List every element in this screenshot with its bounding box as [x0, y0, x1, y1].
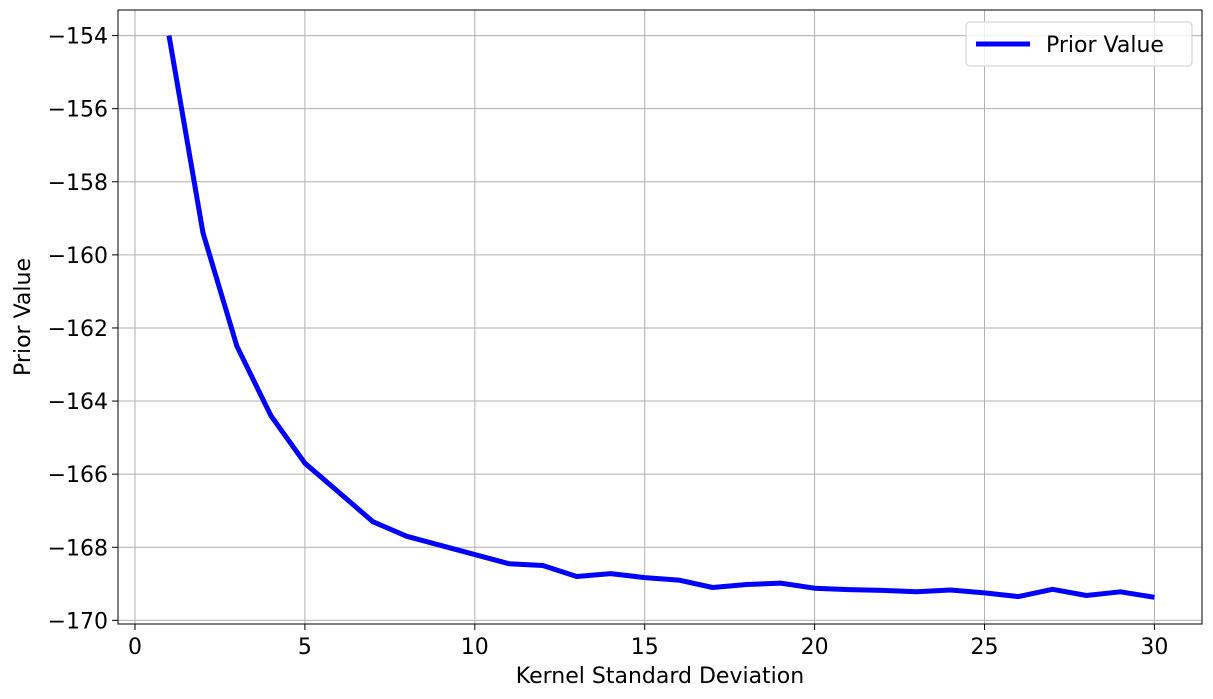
legend-box — [965, 21, 1193, 67]
y-tick-label: −168 — [48, 536, 108, 561]
x-tick-label: 25 — [971, 635, 999, 660]
x-tick-label: 10 — [461, 635, 489, 660]
series-line-prior-value — [166, 35, 1155, 600]
grid — [118, 10, 1202, 624]
x-tick-label: 20 — [801, 635, 829, 660]
y-tick-label: −164 — [48, 390, 108, 415]
y-axis-label: Prior Value — [11, 258, 36, 376]
x-tick-label: 15 — [631, 635, 659, 660]
legend: Prior Value — [965, 21, 1193, 67]
y-tick-label: −170 — [48, 609, 108, 634]
y-tick-label: −166 — [48, 463, 108, 488]
y-tick-label: −154 — [48, 25, 108, 50]
legend-label-prior-value: Prior Value — [1046, 33, 1164, 58]
y-tick-label: −158 — [48, 171, 108, 196]
series-layer — [166, 35, 1155, 600]
ticks: 0 5 10 15 20 25 30 −154 −156 −158 −160 −162 −164 −166… — [48, 25, 1169, 660]
plot-frame — [117, 9, 1203, 625]
y-tick-label: −162 — [48, 317, 108, 342]
x-tick-label: 30 — [1140, 635, 1168, 660]
y-tick-label: −156 — [48, 98, 108, 123]
x-tick-label: 5 — [298, 635, 312, 660]
x-tick-label: 0 — [128, 635, 142, 660]
x-axis-label: Kernel Standard Deviation — [516, 664, 804, 689]
y-tick-label: −160 — [48, 244, 108, 269]
